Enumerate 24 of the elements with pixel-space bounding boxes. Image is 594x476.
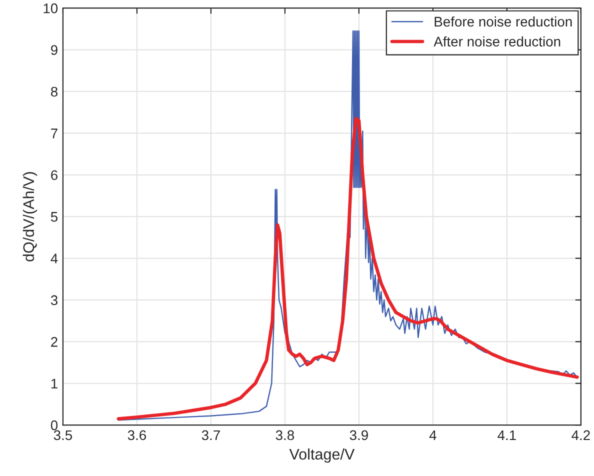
x-tick-label: 4 — [429, 430, 436, 440]
y-axis-title: dQ/dV/(Ah/V) — [22, 172, 38, 262]
y-tick-label: 9 — [51, 45, 58, 55]
x-tick-label: 3.6 — [128, 430, 146, 440]
y-tick-label: 3 — [50, 295, 58, 306]
x-tick-label: 3.7 — [202, 430, 220, 440]
legend-label: After noise reduction — [434, 36, 560, 47]
y-tick-label: 6 — [51, 170, 58, 180]
x-tick-label: 4.1 — [498, 430, 516, 440]
x-tick-label: 3.5 — [54, 430, 72, 440]
x-tick-label: 3.9 — [350, 430, 368, 440]
line-series — [116, 116, 579, 420]
y-tick-label: 5 — [50, 212, 58, 222]
legend-label: Before noise reduction — [434, 16, 572, 27]
y-tick-label: 4 — [50, 254, 58, 264]
x-axis-title: Voltage/V — [289, 448, 355, 463]
y-tick-label: 10 — [44, 3, 58, 14]
x-tick-label: 3.8 — [276, 430, 294, 440]
y-tick-label: 0 — [50, 420, 58, 430]
y-tick-label: 1 — [51, 378, 58, 388]
y-tick-label: 7 — [51, 128, 58, 138]
y-tick-label: 2 — [51, 337, 58, 347]
x-tick-label: 4.2 — [572, 430, 590, 440]
y-tick-label: 8 — [50, 86, 58, 97]
